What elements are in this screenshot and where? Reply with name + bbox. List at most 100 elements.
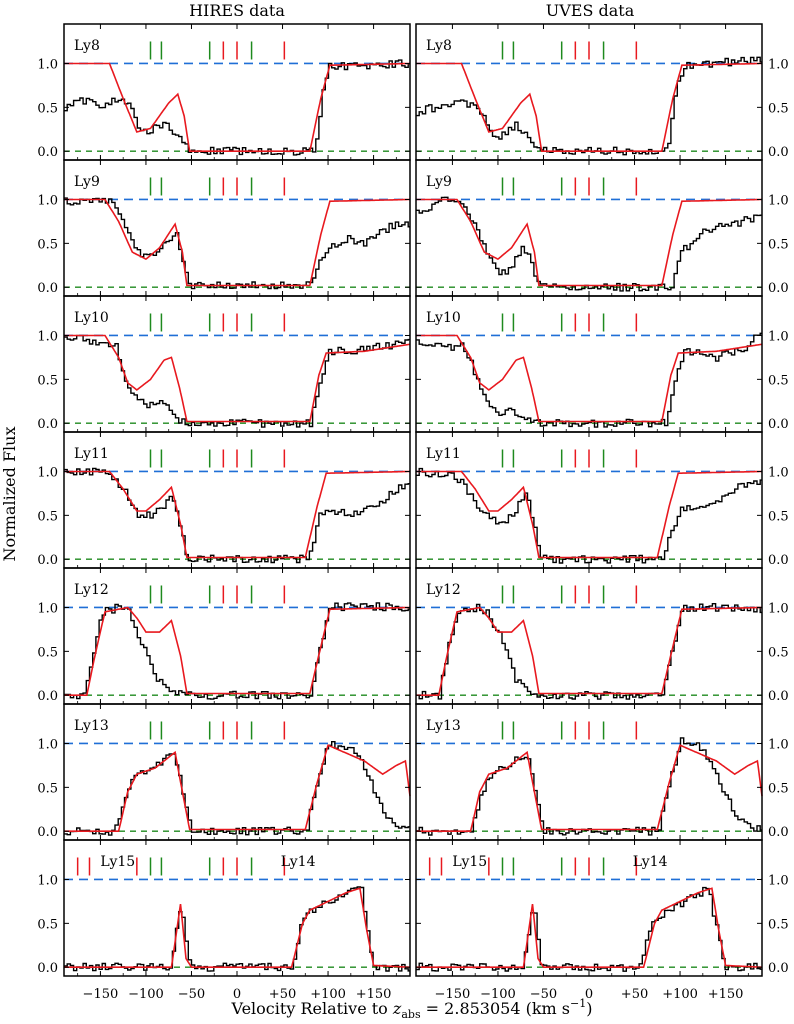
- data-spectrum: [64, 334, 410, 428]
- model-fit: [416, 744, 763, 832]
- y-tick-label: 1.0: [37, 329, 58, 344]
- x-tick-label: +100: [310, 987, 346, 1002]
- x-tick-label: 0: [585, 987, 593, 1002]
- y-tick-label: 1.0: [37, 193, 58, 208]
- y-tick-label: 1.0: [768, 737, 789, 752]
- panel-label: Ly13: [426, 718, 461, 734]
- data-spectrum: [416, 56, 762, 156]
- x-tick-label: +100: [662, 987, 698, 1002]
- model-fit: [64, 887, 410, 968]
- y-tick-label: 0.5: [768, 781, 789, 796]
- panel-label: Ly9: [74, 174, 100, 190]
- x-tick-label: +150: [708, 987, 744, 1002]
- panel-label: Ly12: [426, 582, 461, 598]
- y-tick-label: 1.0: [768, 873, 789, 888]
- x-tick-label: −150: [83, 987, 119, 1002]
- panel-ly11-hires: 0.0 0.5 1.0 Ly11: [37, 431, 411, 569]
- model-fit: [416, 334, 763, 423]
- y-tick-label: 0.0: [37, 145, 58, 160]
- data-spectrum: [64, 59, 410, 156]
- panel-ly11-uves: 0.0 0.5 1.0 Ly11: [415, 431, 789, 569]
- panel-ly13-hires: 0.0 0.5 1.0 Ly13: [37, 703, 411, 841]
- y-tick-label: 0.0: [37, 689, 58, 704]
- y-tick-label: 0.5: [37, 101, 58, 116]
- panel-label: Ly15: [452, 854, 487, 870]
- panel-label-secondary: Ly14: [633, 854, 668, 870]
- data-spectrum: [64, 467, 410, 564]
- data-spectrum: [416, 467, 762, 564]
- x-tick-label: −50: [530, 987, 557, 1002]
- y-tick-label: 0.0: [768, 417, 789, 432]
- data-spectrum: [416, 332, 762, 428]
- x-tick-label: −100: [480, 987, 516, 1002]
- y-tick-label: 0.0: [768, 689, 789, 704]
- model-fit: [416, 887, 762, 968]
- x-tick-label: +150: [356, 987, 392, 1002]
- panel-label-secondary: Ly14: [281, 854, 316, 870]
- uves-title: UVES data: [546, 1, 635, 20]
- y-tick-label: 1.0: [37, 465, 58, 480]
- model-fit: [416, 470, 762, 559]
- model-fit: [64, 62, 410, 152]
- y-tick-label: 0.5: [37, 509, 58, 524]
- x-tick-label: +50: [269, 987, 296, 1002]
- y-tick-label: 1.0: [768, 465, 789, 480]
- panel-ly9-uves: 0.0 0.5 1.0 Ly9: [415, 159, 789, 297]
- y-tick-label: 0.0: [37, 961, 58, 976]
- data-spectrum: [64, 741, 410, 836]
- model-fit: [416, 606, 762, 696]
- panel-grid: 0.00.51.0Ly80.00.51.0Ly80.00.51.0Ly90.00…: [37, 23, 789, 1002]
- panel-ly10-hires: 0.0 0.5 1.0 Ly10: [37, 295, 411, 433]
- y-tick-label: 1.0: [768, 601, 789, 616]
- y-tick-label: 0.5: [768, 101, 789, 116]
- data-spectrum: [64, 602, 410, 700]
- model-fit: [64, 744, 411, 832]
- y-tick-label: 1.0: [37, 873, 58, 888]
- y-tick-label: 0.0: [768, 825, 789, 840]
- panel-label: Ly8: [74, 38, 100, 54]
- x-tick-label: −150: [435, 987, 471, 1002]
- x-tick-label: 0: [233, 987, 241, 1002]
- panel-label: Ly11: [74, 446, 109, 462]
- x-tick-label: +50: [621, 987, 648, 1002]
- panel-label: Ly10: [74, 310, 109, 326]
- panel-ly15-hires: 0.0 0.5 1.0 Ly15 Ly14 −150 −100 −50 0 +50 +100 +150: [37, 839, 411, 1002]
- y-tick-label: 1.0: [37, 601, 58, 616]
- model-fit: [64, 606, 410, 696]
- panel-ly9-hires: 0.0 0.5 1.0 Ly9: [37, 159, 411, 297]
- data-spectrum: [416, 196, 762, 292]
- panel-label: Ly10: [426, 310, 461, 326]
- model-fit: [416, 198, 762, 287]
- hires-title: HIRES data: [189, 1, 285, 20]
- y-tick-label: 1.0: [768, 329, 789, 344]
- model-fit: [64, 198, 410, 287]
- x-tick-label: −50: [178, 987, 205, 1002]
- y-tick-label: 0.5: [37, 237, 58, 252]
- panel-label: Ly8: [426, 38, 452, 54]
- panel-ly8-uves: 0.0 0.5 1.0 Ly8: [415, 23, 789, 161]
- y-tick-label: 1.0: [768, 57, 789, 72]
- y-tick-label: 0.0: [768, 553, 789, 568]
- panel-label: Ly12: [74, 582, 109, 598]
- panel-ly12-hires: 0.0 0.5 1.0 Ly12: [37, 567, 411, 705]
- panel-ly8-hires: 0.0 0.5 1.0 Ly8: [37, 23, 411, 161]
- panel-label: Ly15: [100, 854, 135, 870]
- y-tick-label: 0.0: [37, 417, 58, 432]
- y-tick-label: 0.5: [768, 373, 789, 388]
- y-tick-label: 0.0: [37, 281, 58, 296]
- y-tick-label: 0.5: [37, 781, 58, 796]
- y-tick-label: 0.0: [768, 281, 789, 296]
- y-tick-label: 0.5: [37, 373, 58, 388]
- y-tick-label: 1.0: [768, 193, 789, 208]
- y-tick-label: 0.0: [37, 825, 58, 840]
- data-spectrum: [416, 737, 762, 836]
- y-tick-label: 1.0: [37, 737, 58, 752]
- x-axis-label: Velocity Relative to zabs = 2.853054 (km…: [231, 997, 593, 1021]
- y-tick-label: 0.0: [768, 961, 789, 976]
- panel-label: Ly13: [74, 718, 109, 734]
- data-spectrum: [416, 886, 762, 972]
- y-tick-label: 0.5: [37, 917, 58, 932]
- data-spectrum: [64, 197, 410, 290]
- data-spectrum: [64, 886, 410, 972]
